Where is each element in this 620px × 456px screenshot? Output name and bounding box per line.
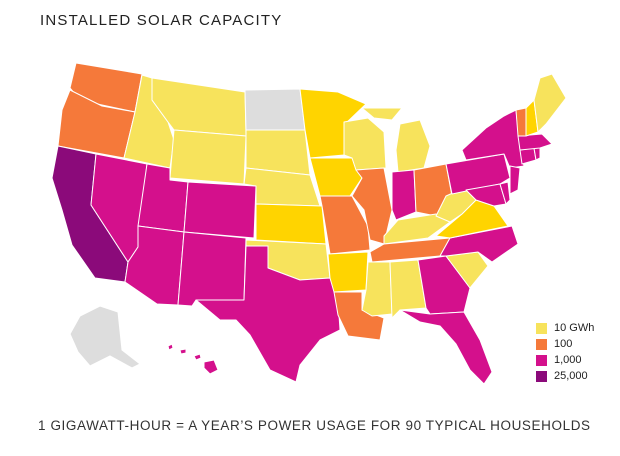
legend-label: 25,000 [554, 370, 588, 382]
state-illinois[interactable] [351, 167, 393, 245]
state-vermont[interactable] [515, 107, 527, 137]
state-louisiana[interactable] [333, 291, 385, 341]
state-north-dakota[interactable] [244, 88, 306, 131]
state-arkansas[interactable] [327, 251, 369, 293]
state-texas[interactable] [195, 245, 341, 383]
state-colorado[interactable] [183, 181, 257, 239]
state-kansas[interactable] [255, 203, 327, 245]
legend: 10 GWh 100 1,000 25,000 [536, 320, 594, 384]
legend-swatch [536, 338, 547, 350]
legend-item: 10 GWh [536, 320, 594, 336]
state-alaska[interactable] [69, 305, 141, 369]
state-wyoming[interactable] [169, 129, 247, 185]
state-new-jersey[interactable] [509, 165, 521, 195]
legend-swatch [536, 322, 547, 334]
legend-swatch [536, 370, 547, 382]
state-iowa[interactable] [309, 157, 363, 197]
legend-label: 10 GWh [554, 322, 595, 334]
state-hawaii[interactable] [167, 343, 219, 375]
state-delaware[interactable] [499, 181, 511, 205]
state-maryland[interactable] [465, 183, 507, 207]
state-south-dakota[interactable] [245, 129, 311, 176]
state-alabama[interactable] [389, 259, 427, 319]
legend-item: 1,000 [536, 352, 594, 368]
legend-label: 100 [554, 338, 573, 350]
state-indiana[interactable] [391, 169, 417, 221]
map-title: INSTALLED SOLAR CAPACITY [40, 12, 283, 29]
state-florida[interactable] [399, 309, 493, 385]
legend-item: 100 [536, 336, 594, 352]
state-maine[interactable] [533, 73, 567, 133]
state-connecticut[interactable] [519, 147, 537, 165]
legend-item: 25,000 [536, 368, 594, 384]
legend-swatch [536, 354, 547, 366]
footer-note: 1 GIGAWATT-HOUR = A YEAR’S POWER USAGE F… [38, 418, 591, 433]
state-massachusetts[interactable] [517, 133, 553, 151]
state-new-mexico[interactable] [177, 231, 247, 307]
legend-label: 1,000 [554, 354, 582, 366]
